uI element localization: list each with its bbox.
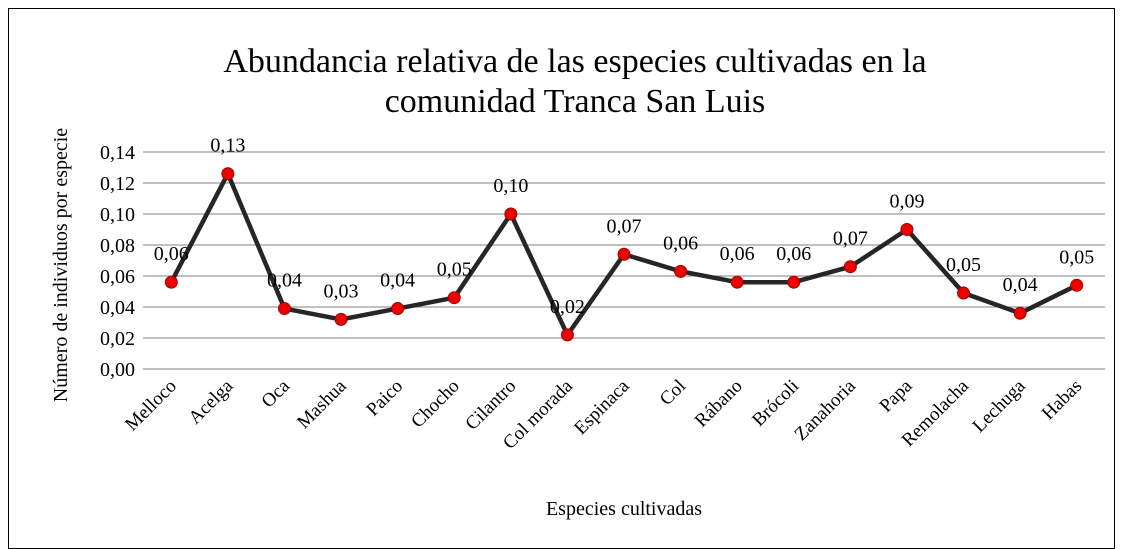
x-tick-label: Chocho xyxy=(407,376,464,433)
point-marker xyxy=(1013,306,1027,320)
x-tick-label: Habas xyxy=(1038,376,1086,424)
x-tick-label: Mashua xyxy=(293,375,351,433)
point-marker xyxy=(447,291,461,305)
chart-title: Abundancia relativa de las especies cult… xyxy=(223,43,926,80)
data-label: 0,05 xyxy=(946,254,981,276)
x-tick-label: Paico xyxy=(362,376,407,421)
data-label: 0,02 xyxy=(550,296,585,318)
data-label: 0,05 xyxy=(1059,246,1094,268)
data-label: 0,05 xyxy=(437,259,472,281)
data-label: 0,04 xyxy=(267,270,302,292)
y-tick-label: 0,10 xyxy=(100,204,135,226)
data-label: 0,06 xyxy=(663,232,698,254)
data-label: 0,09 xyxy=(889,191,924,213)
chart-title: comunidad Tranca San Luis xyxy=(385,83,766,120)
point-marker xyxy=(164,275,178,289)
data-label: 0,04 xyxy=(380,270,415,292)
point-marker xyxy=(900,223,914,236)
x-axis-label: Especies cultivadas xyxy=(546,498,702,520)
y-tick-label: 0,12 xyxy=(100,173,135,195)
data-label: 0,06 xyxy=(154,243,189,265)
point-marker xyxy=(504,207,518,221)
x-tick-label: Brócoli xyxy=(748,376,803,431)
point-marker xyxy=(221,167,235,181)
point-marker xyxy=(391,302,405,316)
point-marker xyxy=(334,312,348,326)
data-label: 0,03 xyxy=(324,280,359,302)
x-tick-label: Rábano xyxy=(691,376,747,432)
x-tick-label: Lechuga xyxy=(969,375,1030,436)
data-label: 0,06 xyxy=(776,243,811,265)
x-tick-label: Col xyxy=(656,376,690,410)
y-tick-label: 0,00 xyxy=(100,359,135,381)
x-tick-label: Acelga xyxy=(185,375,238,428)
data-label: 0,07 xyxy=(607,215,642,237)
y-tick-label: 0,04 xyxy=(100,297,135,319)
x-tick-label: Zanahoria xyxy=(791,375,861,445)
data-label: 0,10 xyxy=(493,175,528,197)
y-tick-label: 0,06 xyxy=(100,266,135,288)
y-tick-label: 0,14 xyxy=(100,142,135,164)
point-marker xyxy=(843,260,857,274)
data-label: 0,06 xyxy=(720,243,755,265)
data-label: 0,13 xyxy=(210,135,245,157)
point-marker xyxy=(787,275,801,289)
data-label: 0,04 xyxy=(1003,274,1038,296)
y-axis-label: Número de individuos por especie xyxy=(50,128,72,402)
point-marker xyxy=(560,328,574,342)
data-label: 0,07 xyxy=(833,228,868,250)
point-marker xyxy=(730,275,744,289)
point-marker xyxy=(957,286,971,300)
x-tick-label: Oca xyxy=(258,375,295,412)
point-marker xyxy=(674,264,688,278)
y-tick-label: 0,08 xyxy=(100,235,135,257)
y-tick-label: 0,02 xyxy=(100,328,135,350)
x-tick-label: Melloco xyxy=(121,376,181,436)
point-marker xyxy=(1070,278,1084,292)
point-marker xyxy=(617,247,631,261)
x-tick-label: Espinaca xyxy=(570,375,634,439)
x-tick-label: Papa xyxy=(876,375,917,416)
point-marker xyxy=(277,302,291,316)
